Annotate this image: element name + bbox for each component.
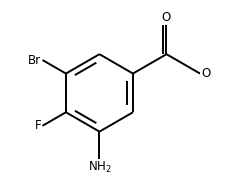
Text: F: F [35, 119, 41, 132]
Text: O: O [161, 11, 170, 24]
Text: O: O [200, 67, 209, 80]
Text: Br: Br [28, 53, 41, 66]
Text: NH$_2$: NH$_2$ [87, 160, 111, 175]
